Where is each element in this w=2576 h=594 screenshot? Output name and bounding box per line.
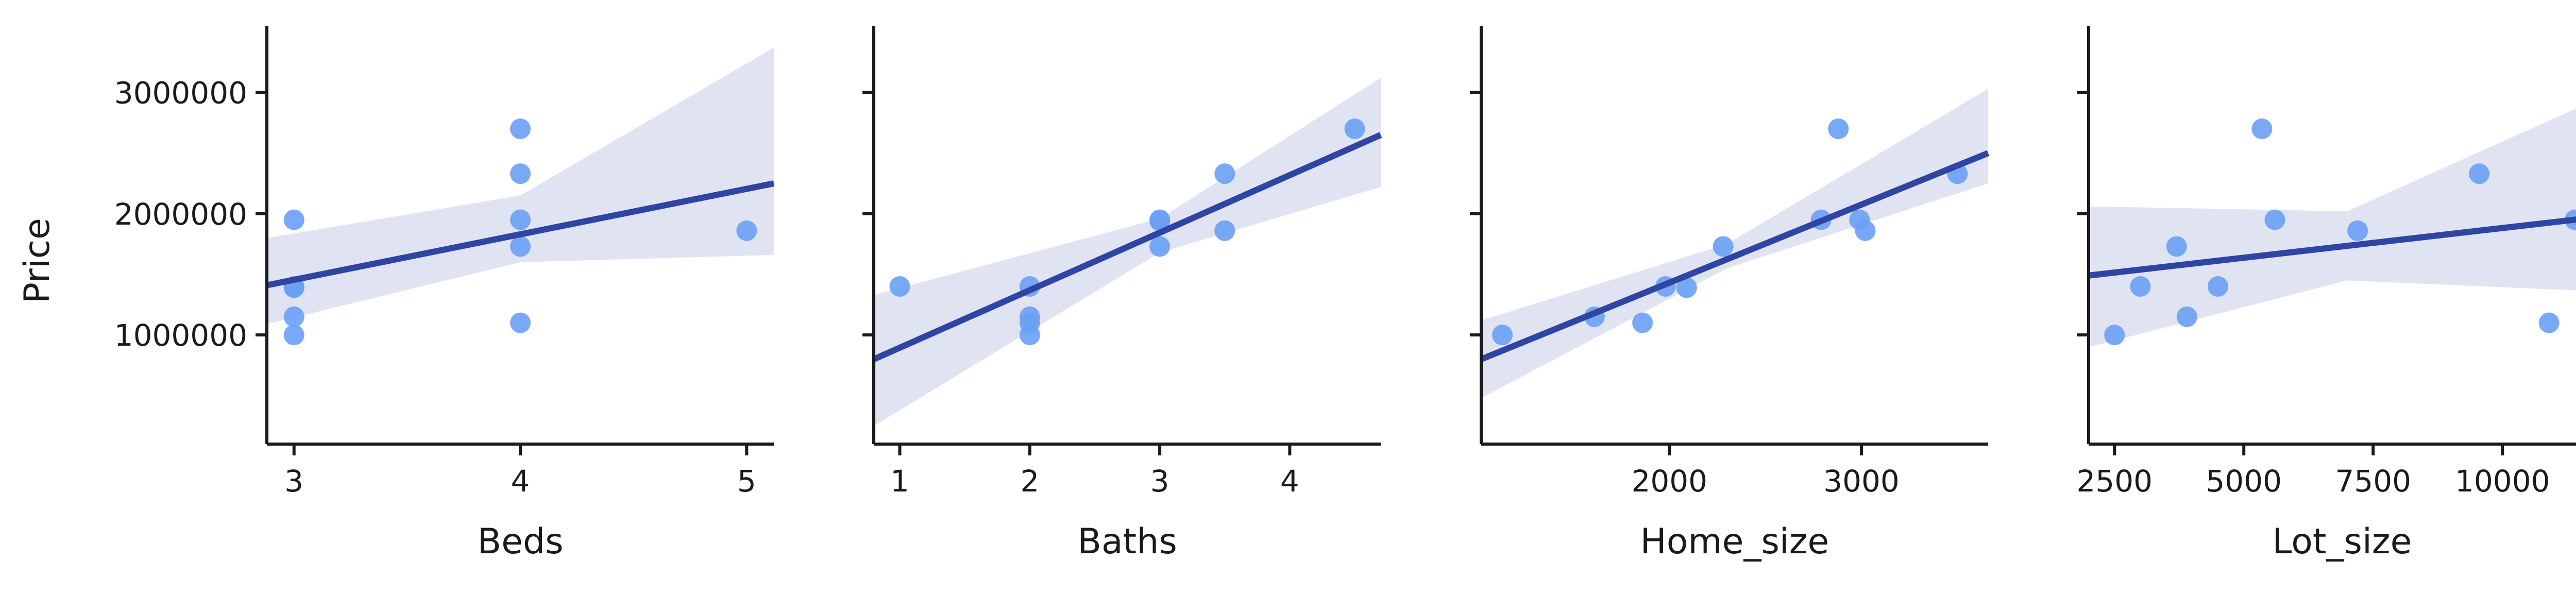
data-point xyxy=(2469,163,2490,184)
data-point xyxy=(283,306,304,327)
data-point xyxy=(736,220,757,241)
x-tick-label: 2 xyxy=(1020,464,1039,499)
y-axis-title: Price xyxy=(17,218,58,303)
data-point xyxy=(2166,236,2187,257)
data-point xyxy=(2130,276,2151,297)
data-point xyxy=(510,163,531,184)
data-point xyxy=(889,276,910,297)
data-point xyxy=(510,209,531,230)
data-point xyxy=(510,236,531,257)
data-point xyxy=(2176,306,2197,327)
data-point xyxy=(510,312,531,333)
confidence-band xyxy=(1481,89,1988,398)
data-point xyxy=(510,118,531,140)
x-tick-label: 10000 xyxy=(2455,464,2550,499)
data-point xyxy=(1492,325,1513,346)
x-tick-label: 2000 xyxy=(1631,464,1707,499)
x-tick-label: 4 xyxy=(511,464,530,499)
data-point xyxy=(1344,118,1365,140)
y-tick-label: 2000000 xyxy=(114,197,247,232)
regression-line xyxy=(1480,150,1990,362)
data-point xyxy=(1713,236,1734,257)
x-tick-label: 7500 xyxy=(2335,464,2411,499)
y-tick-label: 1000000 xyxy=(114,318,247,353)
data-point xyxy=(2208,276,2229,297)
data-point xyxy=(1828,118,1849,140)
data-point xyxy=(2538,312,2560,333)
x-tick-label: 2500 xyxy=(2076,464,2153,499)
x-axis-title: Home_size xyxy=(1640,521,1829,562)
regression-line xyxy=(872,132,1382,362)
data-point xyxy=(2251,118,2273,140)
data-point xyxy=(2347,220,2368,241)
data-point xyxy=(1149,210,1171,231)
x-axis-title: Baths xyxy=(1077,521,1177,562)
x-tick-label: 5000 xyxy=(2206,464,2282,499)
subplot-4: 2500 5000 7500 10000 Lot_size xyxy=(2076,26,2576,562)
data-point xyxy=(1149,236,1171,257)
data-point xyxy=(1676,277,1697,298)
subplot-3: 2000 3000 Home_size xyxy=(1470,26,1990,562)
y-tick-label: 3000000 xyxy=(114,75,247,110)
data-point xyxy=(1855,220,1876,241)
data-point xyxy=(1019,325,1040,346)
x-tick-label: 4 xyxy=(1280,464,1299,499)
data-point xyxy=(2264,209,2285,230)
confidence-band xyxy=(874,78,1381,426)
subplot-2: 1 2 3 4 Baths xyxy=(862,26,1382,562)
confidence-band xyxy=(267,47,774,324)
x-axis-title: Lot_size xyxy=(2273,521,2412,562)
data-point xyxy=(283,209,304,230)
regression-line xyxy=(2088,216,2576,279)
x-tick-label: 1 xyxy=(890,464,909,499)
subplot-1: 3 4 5 1000000 2000000 3000000 Beds Price xyxy=(17,26,775,562)
data-point xyxy=(1214,163,1235,184)
x-tick-label: 3000 xyxy=(1823,464,1900,499)
data-point xyxy=(2104,325,2125,346)
confidence-band xyxy=(2089,108,2576,347)
x-tick-label: 5 xyxy=(737,464,756,499)
x-tick-label: 3 xyxy=(284,464,303,499)
data-point xyxy=(1632,312,1653,333)
regression-line xyxy=(266,180,775,288)
data-point xyxy=(283,325,304,346)
x-axis-title: Beds xyxy=(477,521,563,562)
x-tick-label: 3 xyxy=(1150,464,1170,499)
data-point xyxy=(1214,220,1235,241)
